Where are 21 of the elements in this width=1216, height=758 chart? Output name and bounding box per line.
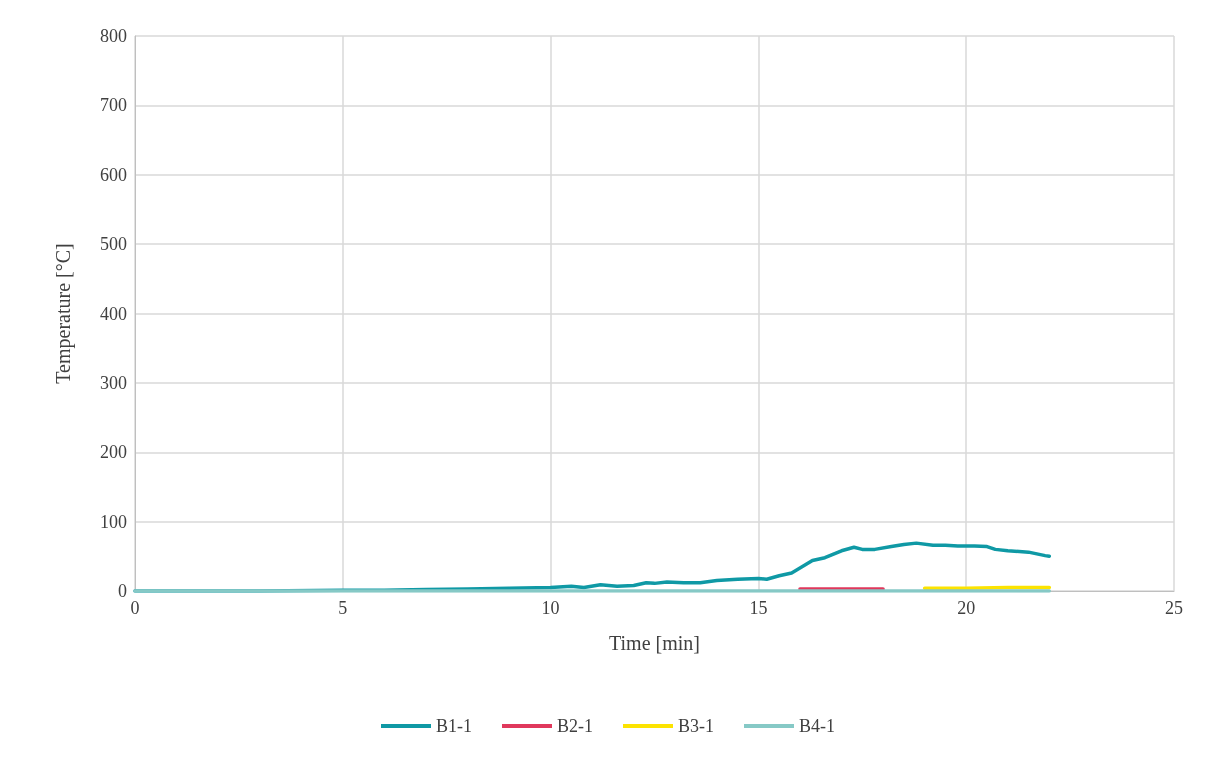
- y-tick-label: 0: [118, 581, 127, 601]
- y-tick-label: 100: [100, 511, 127, 532]
- y-axis-title: Temperature [°C]: [52, 243, 75, 384]
- x-tick-label: 10: [541, 598, 560, 618]
- y-tick-label: 600: [100, 164, 127, 185]
- x-tick-label: 20: [957, 598, 976, 618]
- x-axis-title: Time [min]: [609, 632, 700, 654]
- x-tick-label: 0: [130, 598, 140, 618]
- legend-label: B4-1: [799, 716, 835, 736]
- x-tick-label: 15: [749, 598, 768, 618]
- y-tick-label: 200: [100, 442, 127, 463]
- y-tick-label: 500: [100, 234, 127, 255]
- x-tick-label: 5: [338, 598, 348, 618]
- y-tick-label: 300: [100, 372, 127, 393]
- y-tick-label: 800: [100, 26, 127, 46]
- legend-label: B3-1: [678, 716, 714, 736]
- legend-label: B1-1: [436, 716, 472, 736]
- x-tick-label: 25: [1165, 598, 1183, 618]
- y-tick-label: 400: [100, 303, 127, 324]
- legend-label: B2-1: [557, 716, 593, 736]
- y-tick-label: 700: [100, 95, 127, 116]
